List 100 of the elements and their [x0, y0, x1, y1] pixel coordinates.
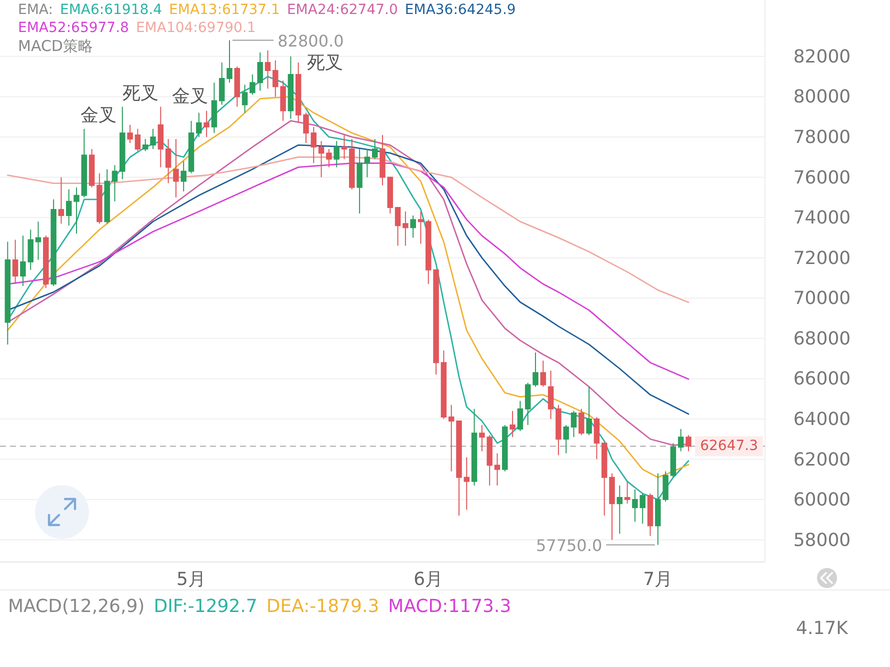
legend-label: DIF:-1292.7 — [154, 596, 258, 616]
candlestick — [464, 456, 470, 510]
candlestick — [341, 134, 348, 160]
candlestick — [295, 62, 302, 124]
text: EMA24:62747.0 — [286, 2, 398, 18]
y-tick-label: 62000 — [793, 448, 851, 470]
y-tick-label: 58000 — [793, 529, 851, 550]
candlestick — [96, 172, 102, 224]
candlestick — [586, 386, 592, 436]
candlestick — [418, 211, 424, 244]
candlestick — [50, 198, 56, 287]
candlestick — [540, 360, 546, 388]
candlestick — [624, 480, 630, 504]
annotation: 82800.0 — [278, 30, 344, 50]
candlestick — [127, 124, 133, 144]
annotation: MACD策略 — [18, 37, 93, 55]
candlestick — [150, 128, 156, 150]
annotation: 死叉 — [122, 82, 159, 104]
candlestick — [204, 110, 210, 138]
candlestick — [120, 106, 126, 180]
candlestick — [35, 221, 42, 260]
x-tick-label: 6月 — [414, 568, 444, 590]
candlestick — [158, 106, 164, 168]
candlestick — [88, 148, 95, 188]
y-tick-label: 66000 — [793, 368, 851, 390]
text: MACD(12,26,9) — [8, 596, 145, 616]
candlestick — [578, 408, 584, 436]
candlestick — [440, 350, 447, 420]
candlestick — [66, 188, 72, 226]
x-tick-label: 7月 — [643, 568, 673, 590]
y-tick-label: 80000 — [793, 86, 851, 108]
candlestick — [502, 424, 508, 472]
candlestick — [326, 148, 332, 168]
text: EMA6:61918.4 — [60, 2, 162, 18]
candlestick — [310, 126, 317, 164]
candlestick — [494, 452, 500, 486]
annotation: 57750.0 — [536, 535, 602, 554]
candlestick — [211, 82, 218, 134]
legend-title: EMA: — [18, 2, 53, 18]
candlestick — [471, 408, 478, 486]
candlestick — [372, 138, 378, 160]
annotation: 金叉 — [80, 104, 116, 126]
y-tick-label: 76000 — [793, 166, 851, 188]
candlestick — [104, 168, 110, 224]
candlestick — [448, 404, 454, 472]
y-tick-label: 72000 — [793, 247, 851, 268]
candlestick — [647, 493, 654, 536]
annotation: 死叉 — [306, 52, 343, 73]
candlestick — [12, 239, 18, 285]
candlestick — [402, 211, 408, 246]
candlestick — [264, 50, 271, 90]
candlestick — [563, 424, 569, 454]
candlestick — [594, 416, 600, 460]
candlestick — [609, 472, 615, 540]
candlestick — [517, 400, 524, 432]
candlestick — [364, 148, 370, 178]
candlestick — [43, 235, 49, 289]
candlestick — [686, 434, 692, 452]
candlestick — [318, 140, 324, 178]
line-series — [6, 156, 690, 304]
y-tick-label: 60000 — [793, 489, 851, 510]
legend-label: DEA:-1879.3 — [266, 596, 380, 616]
candlestick — [4, 241, 11, 345]
candlestick — [678, 428, 684, 452]
y-tick-label: 68000 — [793, 328, 851, 349]
text: EMA52:65977.8 — [18, 20, 129, 36]
candlestick — [387, 176, 394, 214]
candlestick — [510, 410, 516, 438]
y-tick-label: 70000 — [793, 288, 851, 309]
candlestick — [188, 120, 194, 174]
candlestick — [532, 352, 538, 388]
candlestick — [670, 442, 676, 478]
candlestick — [288, 56, 294, 120]
y-tick-label: 74000 — [793, 207, 851, 228]
x-tick-label: 5月 — [176, 568, 206, 590]
legend-label: MACD:1173.3 — [388, 596, 512, 616]
text: EMA104:69790.1 — [136, 20, 256, 36]
candlestick — [548, 370, 554, 420]
text: EMA13:61737.1 — [169, 2, 280, 18]
candlestick — [173, 138, 179, 198]
candlestick — [58, 176, 64, 224]
candlestick — [165, 138, 172, 184]
y-tick-label: 78000 — [793, 126, 851, 148]
candlestick — [410, 215, 416, 238]
candlestick — [134, 128, 141, 152]
candlestick — [570, 410, 577, 438]
candlestick — [234, 66, 240, 108]
candlestick — [356, 148, 362, 214]
candlestick — [601, 442, 608, 516]
candlestick — [349, 138, 355, 190]
y-tick-label: 64000 — [793, 408, 851, 430]
candlestick — [334, 140, 340, 168]
candlestick — [196, 112, 202, 138]
candlestick — [112, 164, 118, 202]
candlestick — [456, 420, 462, 516]
candlestick — [142, 138, 148, 152]
text: 4.17K — [796, 618, 850, 638]
candlestick — [556, 404, 562, 456]
ref-line-label: 62647.3 — [700, 438, 758, 454]
candlestick — [380, 134, 386, 186]
